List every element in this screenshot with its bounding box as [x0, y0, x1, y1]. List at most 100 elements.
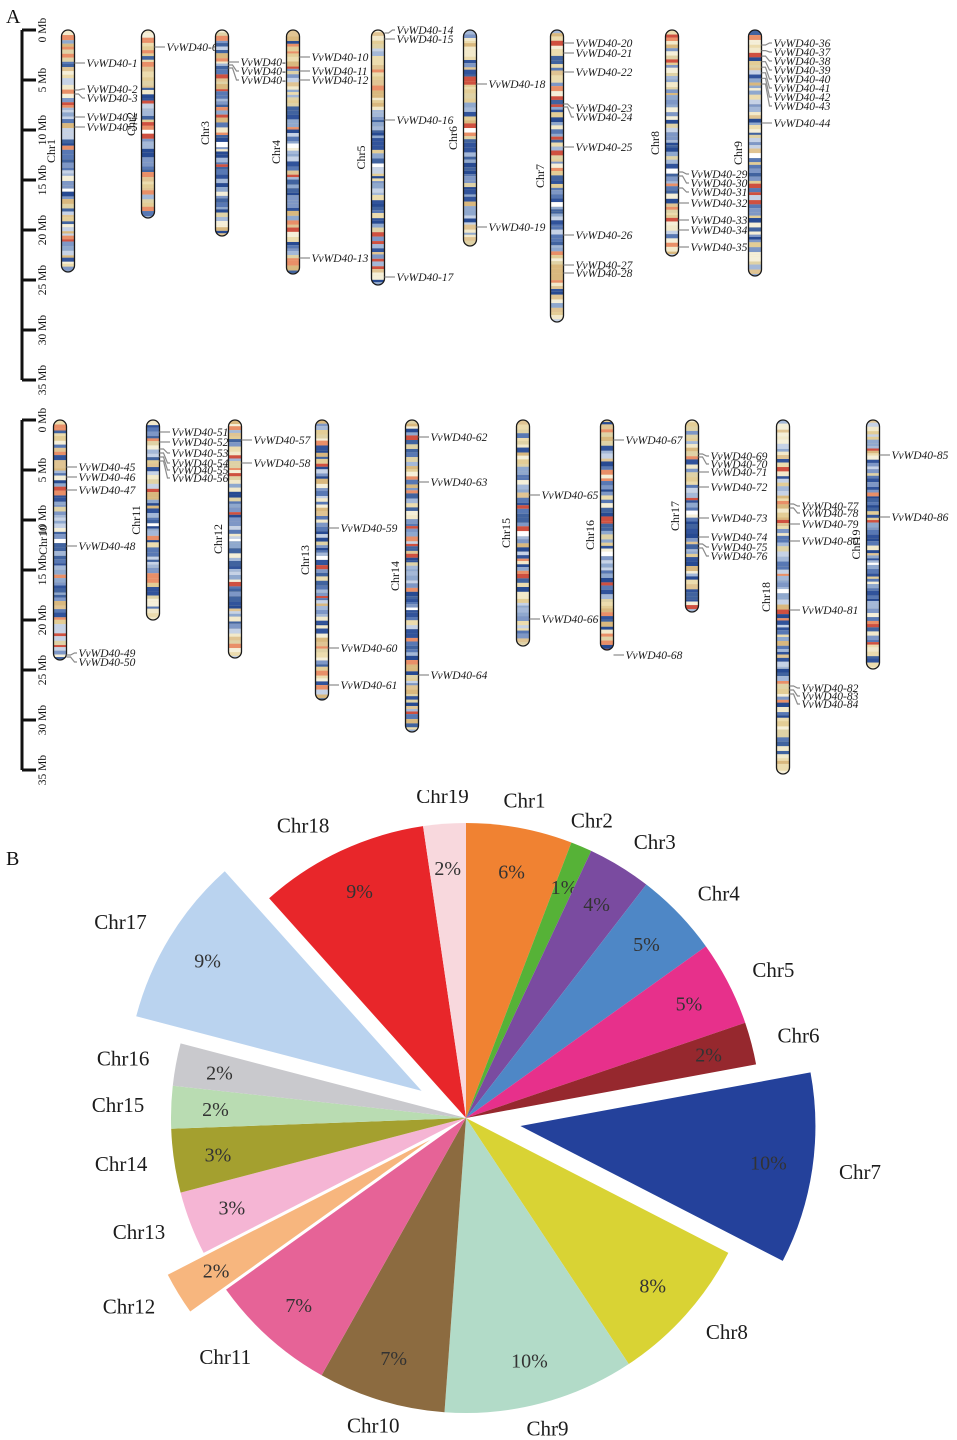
chromosome-name: Chr16 [583, 520, 597, 550]
gene-label: VvWD40-48 [79, 541, 136, 553]
gene-leader-line [761, 55, 772, 62]
chromosome-chr15: Chr15 VvWD40-65 VvWD40-66 [499, 419, 599, 647]
gene-label: VvWD40-38 [774, 56, 831, 68]
gene-label: VvWD40-23 [576, 103, 633, 115]
pie-slice-chr5 [466, 946, 746, 1118]
gene-label: VvWD40-83 [802, 691, 859, 703]
pie-slice-chr17 [136, 871, 422, 1091]
chromosome-heatmap-bands [748, 30, 762, 276]
gene-label: VvWD40-46 [79, 472, 136, 484]
gene-label: VvWD40-5 [87, 122, 138, 134]
chromosome-bar [515, 419, 531, 647]
chromosome-heatmap-bands [866, 420, 880, 669]
pie-category-label: Chr10 [347, 1413, 400, 1437]
gene-label: VvWD40-39 [774, 65, 831, 77]
gene-label: VvWD40-45 [79, 462, 136, 474]
gene-label: VvWD40-24 [576, 112, 633, 124]
chromosome-heatmap-bands [61, 30, 75, 272]
panel-a-label: A [6, 6, 21, 28]
gene-leader-line [563, 103, 574, 109]
gene-label: VvWD40-69 [711, 451, 768, 463]
pie-percent-label: 2% [695, 1045, 722, 1067]
pie-slice-chr3 [466, 850, 647, 1118]
scale-tick-label: 25 Mb [37, 265, 49, 296]
scale-tick-label: 5 Mb [37, 67, 49, 92]
chromosome-chr14: Chr14 VvWD40-62 VvWD40-63 VvWD40-64 [388, 419, 488, 733]
pie-category-label: Chr3 [634, 830, 676, 854]
pie-category-label: Chr12 [103, 1295, 156, 1319]
gene-leader-line [74, 93, 85, 99]
chromosome-name: Chr17 [668, 501, 682, 531]
gene-leader-line [66, 652, 77, 656]
gene-leader-line [384, 29, 395, 34]
gene-label: VvWD40-68 [626, 650, 683, 662]
chromosome-heatmap-bands [146, 420, 160, 620]
gene-label: VvWD40-73 [711, 513, 768, 525]
gene-label: VvWD40-40 [774, 74, 831, 86]
gene-label: VvWD40-63 [431, 477, 488, 489]
pie-slice-chr7 [520, 1072, 816, 1261]
pie-slice-chr1 [466, 823, 572, 1118]
chromosome-chr6: Chr6 VvWD40-18 VvWD40-19 [446, 29, 546, 247]
chromosome-name: Chr9 [731, 141, 745, 165]
chromosome-chr2: Chr2 VvWD40-6 [124, 29, 218, 219]
pie-percent-label: 9% [346, 881, 373, 903]
pie-category-label: Chr15 [92, 1093, 145, 1117]
gene-label: VvWD40-47 [79, 485, 137, 497]
gene-leader-line [66, 656, 77, 663]
gene-label: VvWD40-26 [576, 230, 633, 242]
chromosome-chr8: Chr8 VvWD40-29VvWD40-30VvWD40-31VvWD40-32… [648, 29, 748, 257]
chromosome-name: Chr14 [388, 561, 402, 591]
gene-label: VvWD40-16 [397, 115, 454, 127]
chromosome-heatmap-bands [286, 30, 300, 274]
mb-scale: 0 Mb 5 Mb 10 Mb 15 Mb 20 Mb 25 Mb 30 Mb 35 Mb [20, 407, 49, 785]
gene-label: VvWD40-71 [711, 467, 768, 479]
gene-leader-line [761, 66, 772, 80]
gene-label: VvWD40-3 [87, 93, 138, 105]
pie-slice-chr16 [172, 1043, 466, 1118]
pie-slice-chr14 [171, 1118, 466, 1193]
gene-label: VvWD40-77 [802, 501, 860, 513]
pie-slice-chr10 [321, 1118, 466, 1413]
chromosome-bar [599, 419, 615, 651]
gene-label: VvWD40-14 [397, 25, 454, 37]
gene-leader-line [789, 693, 800, 705]
gene-label: VvWD40-44 [774, 118, 831, 130]
pie-category-label: Chr5 [752, 958, 794, 982]
gene-label: VvWD40-82 [802, 683, 859, 695]
gene-label: VvWD40-8 [241, 66, 292, 78]
chromosome-bar [549, 29, 565, 323]
gene-label: VvWD40-29 [691, 169, 748, 181]
gene-label: VvWD40-25 [576, 142, 633, 154]
chromosome-heatmap-bands [228, 420, 242, 658]
gene-label: VvWD40-53 [172, 448, 229, 460]
gene-label: VvWD40-31 [691, 187, 748, 199]
chromosome-name: Chr19 [849, 530, 863, 560]
gene-label: VvWD40-58 [254, 458, 311, 470]
chromosome-bar [664, 29, 680, 257]
gene-label: VvWD40-20 [576, 38, 633, 50]
pie-percent-label: 3% [218, 1198, 245, 1220]
scale-tick-label: 5 Mb [37, 457, 49, 482]
chromosome-heatmap-bands [665, 30, 679, 256]
gene-label: VvWD40-17 [397, 272, 455, 284]
pie-slice-chr4 [466, 884, 706, 1118]
pie-category-label: Chr1 [503, 790, 545, 812]
gene-label: VvWD40-81 [802, 605, 859, 617]
scale-tick-label: 0 Mb [37, 407, 49, 432]
gene-leader-line [74, 88, 85, 91]
chromosome-heatmap-bands [141, 30, 155, 218]
mb-scale: 0 Mb 5 Mb 10 Mb 15 Mb 20 Mb 25 Mb 30 Mb 35 Mb [20, 17, 49, 395]
scale-tick-label: 0 Mb [37, 17, 49, 42]
chromosome-name: Chr4 [269, 140, 283, 164]
scale-tick-label: 15 Mb [37, 165, 49, 196]
pie-percent-label: 3% [205, 1145, 232, 1167]
gene-label: VvWD40-22 [576, 67, 633, 79]
chromosome-chr19: Chr19 VvWD40-85 VvWD40-86 [849, 419, 949, 670]
